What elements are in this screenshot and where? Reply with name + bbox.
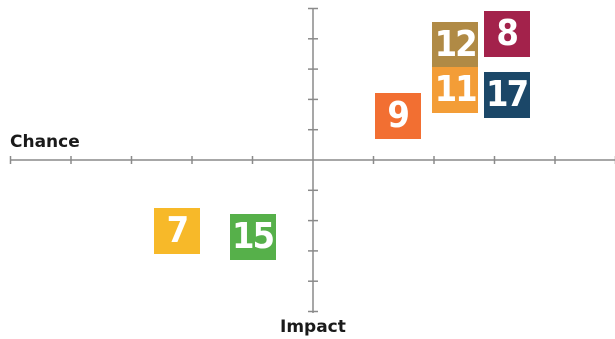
goal-tile-15: 15: [229, 214, 276, 261]
goal-tile-8: 8: [483, 11, 530, 58]
y-axis-label: Impact: [280, 317, 346, 337]
goal-tile-17: 17: [483, 71, 530, 118]
goal-tile-12: 12: [432, 21, 479, 68]
goal-tile-7: 7: [153, 208, 200, 255]
goal-tile-11: 11: [432, 67, 479, 114]
x-axis-label: Chance: [10, 132, 80, 152]
goal-tile-9: 9: [374, 93, 421, 140]
